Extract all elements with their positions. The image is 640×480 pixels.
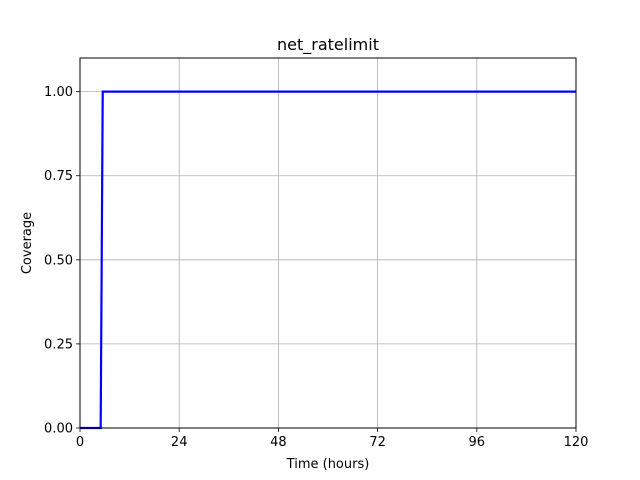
y-tick-label: 0.00 (44, 422, 73, 437)
y-axis-ticks: 0.00 0.25 0.50 0.75 1.00 (44, 85, 80, 437)
y-tick-label: 1.00 (44, 85, 73, 100)
x-tick-label: 96 (469, 435, 486, 450)
chart-title: net_ratelimit (277, 35, 379, 55)
y-tick-label: 0.75 (44, 169, 73, 184)
x-tick-label: 0 (76, 435, 84, 450)
y-tick-label: 0.25 (44, 337, 73, 352)
x-axis-ticks: 0 24 48 72 96 120 (76, 428, 589, 450)
x-tick-label: 120 (564, 435, 589, 450)
x-tick-label: 24 (171, 435, 188, 450)
y-tick-label: 0.50 (44, 253, 73, 268)
plot-frame (79, 57, 577, 429)
x-axis-label: Time (hours) (286, 457, 370, 472)
x-tick-label: 48 (270, 435, 287, 450)
y-axis-label: Coverage (20, 212, 35, 274)
x-tick-label: 72 (369, 435, 386, 450)
